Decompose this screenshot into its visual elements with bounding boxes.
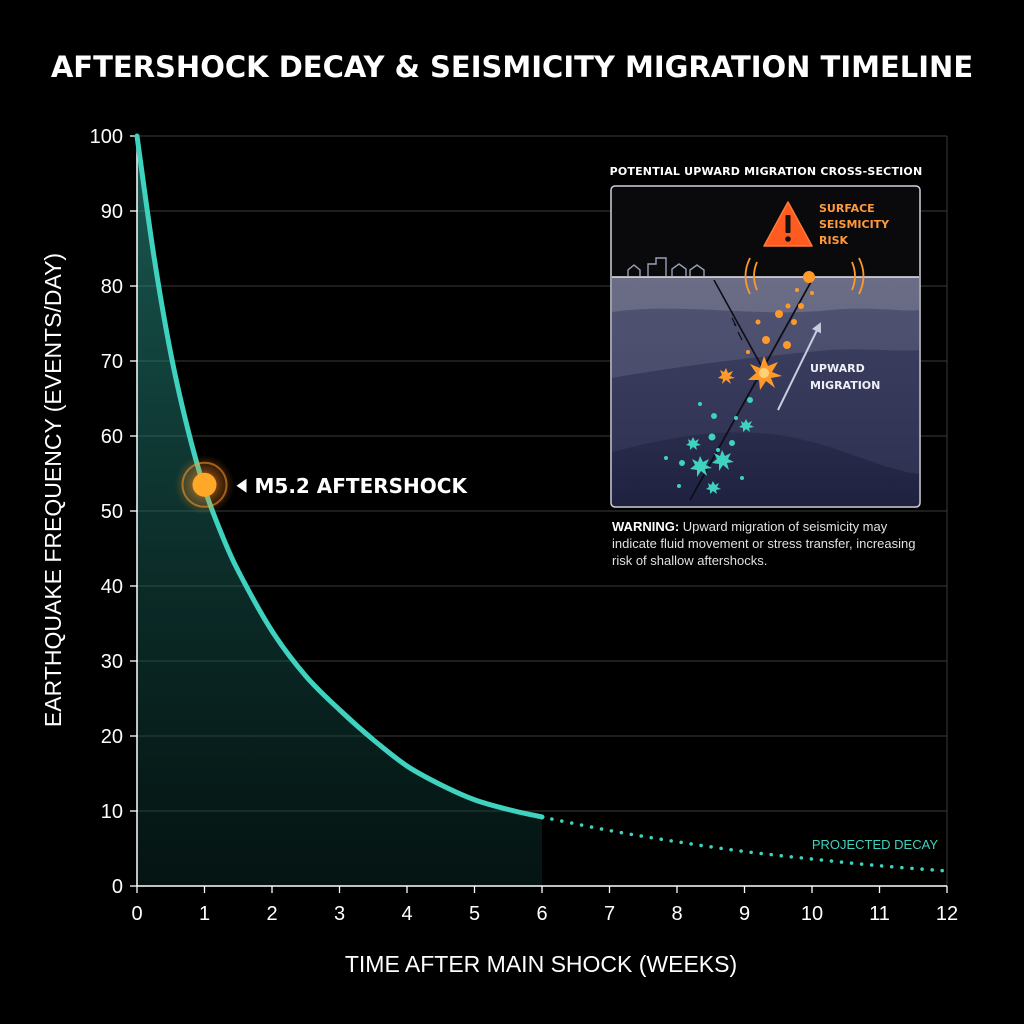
aftershock-annotation: M5.2 AFTERSHOCK bbox=[174, 454, 469, 515]
x-tick-label: 9 bbox=[739, 903, 750, 925]
y-tick-label: 40 bbox=[101, 576, 123, 598]
y-tick-label: 100 bbox=[90, 126, 123, 148]
fault-line bbox=[713, 279, 769, 379]
decay-curve-observed bbox=[134, 133, 545, 820]
y-tick-label: 90 bbox=[101, 201, 123, 223]
x-tick-label: 7 bbox=[604, 903, 615, 925]
migration-inset: POTENTIAL UPWARD MIGRATION CROSS-SECTION bbox=[610, 165, 923, 508]
aftershock-marker bbox=[192, 472, 217, 497]
cross-section-layers bbox=[612, 187, 919, 506]
main-burst-icon bbox=[718, 356, 782, 390]
warning-text: Upward migration of seismicity may indic… bbox=[612, 519, 916, 568]
x-tick-label: 8 bbox=[671, 903, 682, 925]
inset-title: POTENTIAL UPWARD MIGRATION CROSS-SECTION bbox=[610, 165, 923, 178]
y-tick-label: 50 bbox=[101, 501, 123, 523]
y-tick-label: 10 bbox=[101, 801, 123, 823]
slip-arrows-icon bbox=[731, 317, 743, 341]
warning-heading: WARNING: bbox=[612, 519, 680, 534]
deep-events bbox=[664, 397, 753, 488]
chart-title: AFTERSHOCK DECAY & SEISMICITY MIGRATION … bbox=[51, 50, 973, 84]
x-tick-label: 3 bbox=[334, 903, 345, 925]
y-tick-label: 30 bbox=[101, 651, 123, 673]
y-tick-label: 80 bbox=[101, 276, 123, 298]
risk-label-line2: SEISMICITY bbox=[819, 218, 890, 231]
aftershock-ring bbox=[181, 461, 228, 508]
pointer-triangle-icon bbox=[236, 478, 247, 493]
shallow-events bbox=[746, 271, 815, 354]
projected-decay-label: PROJECTED DECAY bbox=[812, 837, 938, 852]
axes bbox=[130, 135, 948, 893]
x-axis-label: TIME AFTER MAIN SHOCK (WEEKS) bbox=[345, 951, 737, 977]
fault-line-main bbox=[689, 279, 813, 501]
surface-wave-icon bbox=[744, 257, 865, 295]
x-tick-label: 4 bbox=[401, 903, 412, 925]
series-group bbox=[134, 133, 949, 873]
decay-area-fill bbox=[137, 136, 542, 886]
aftershock-label: M5.2 AFTERSHOCK bbox=[255, 474, 469, 498]
sky-band bbox=[612, 187, 919, 277]
y-tick-label: 60 bbox=[101, 426, 123, 448]
warning-note: WARNING: Upward migration of seismicity … bbox=[612, 518, 930, 569]
x-tick-label: 1 bbox=[199, 903, 210, 925]
risk-label-line3: RISK bbox=[819, 234, 848, 247]
y-tick-label: 0 bbox=[112, 876, 123, 898]
migration-label-line2: MIGRATION bbox=[810, 379, 880, 392]
x-tick-label: 0 bbox=[131, 903, 142, 925]
risk-label-line1: SURFACE bbox=[819, 202, 875, 215]
x-tick-label: 12 bbox=[936, 903, 958, 925]
x-tick-label: 11 bbox=[869, 903, 890, 925]
x-tick-label: 10 bbox=[801, 903, 823, 925]
upward-arrow-icon bbox=[777, 322, 821, 411]
rock-layer-4 bbox=[612, 432, 919, 506]
teal-burst-icons bbox=[686, 419, 754, 494]
x-tick-label: 5 bbox=[469, 903, 480, 925]
y-tick-label: 70 bbox=[101, 351, 123, 373]
x-tick-label: 2 bbox=[266, 903, 277, 925]
warning-triangle-icon bbox=[763, 201, 813, 247]
y-tick-label: 20 bbox=[101, 726, 123, 748]
migration-label-line1: UPWARD bbox=[810, 362, 865, 375]
y-axis-label: EARTHQUAKE FREQUENCY (EVENTS/DAY) bbox=[40, 253, 66, 727]
x-tick-label: 6 bbox=[536, 903, 547, 925]
buildings-icon bbox=[627, 257, 705, 276]
